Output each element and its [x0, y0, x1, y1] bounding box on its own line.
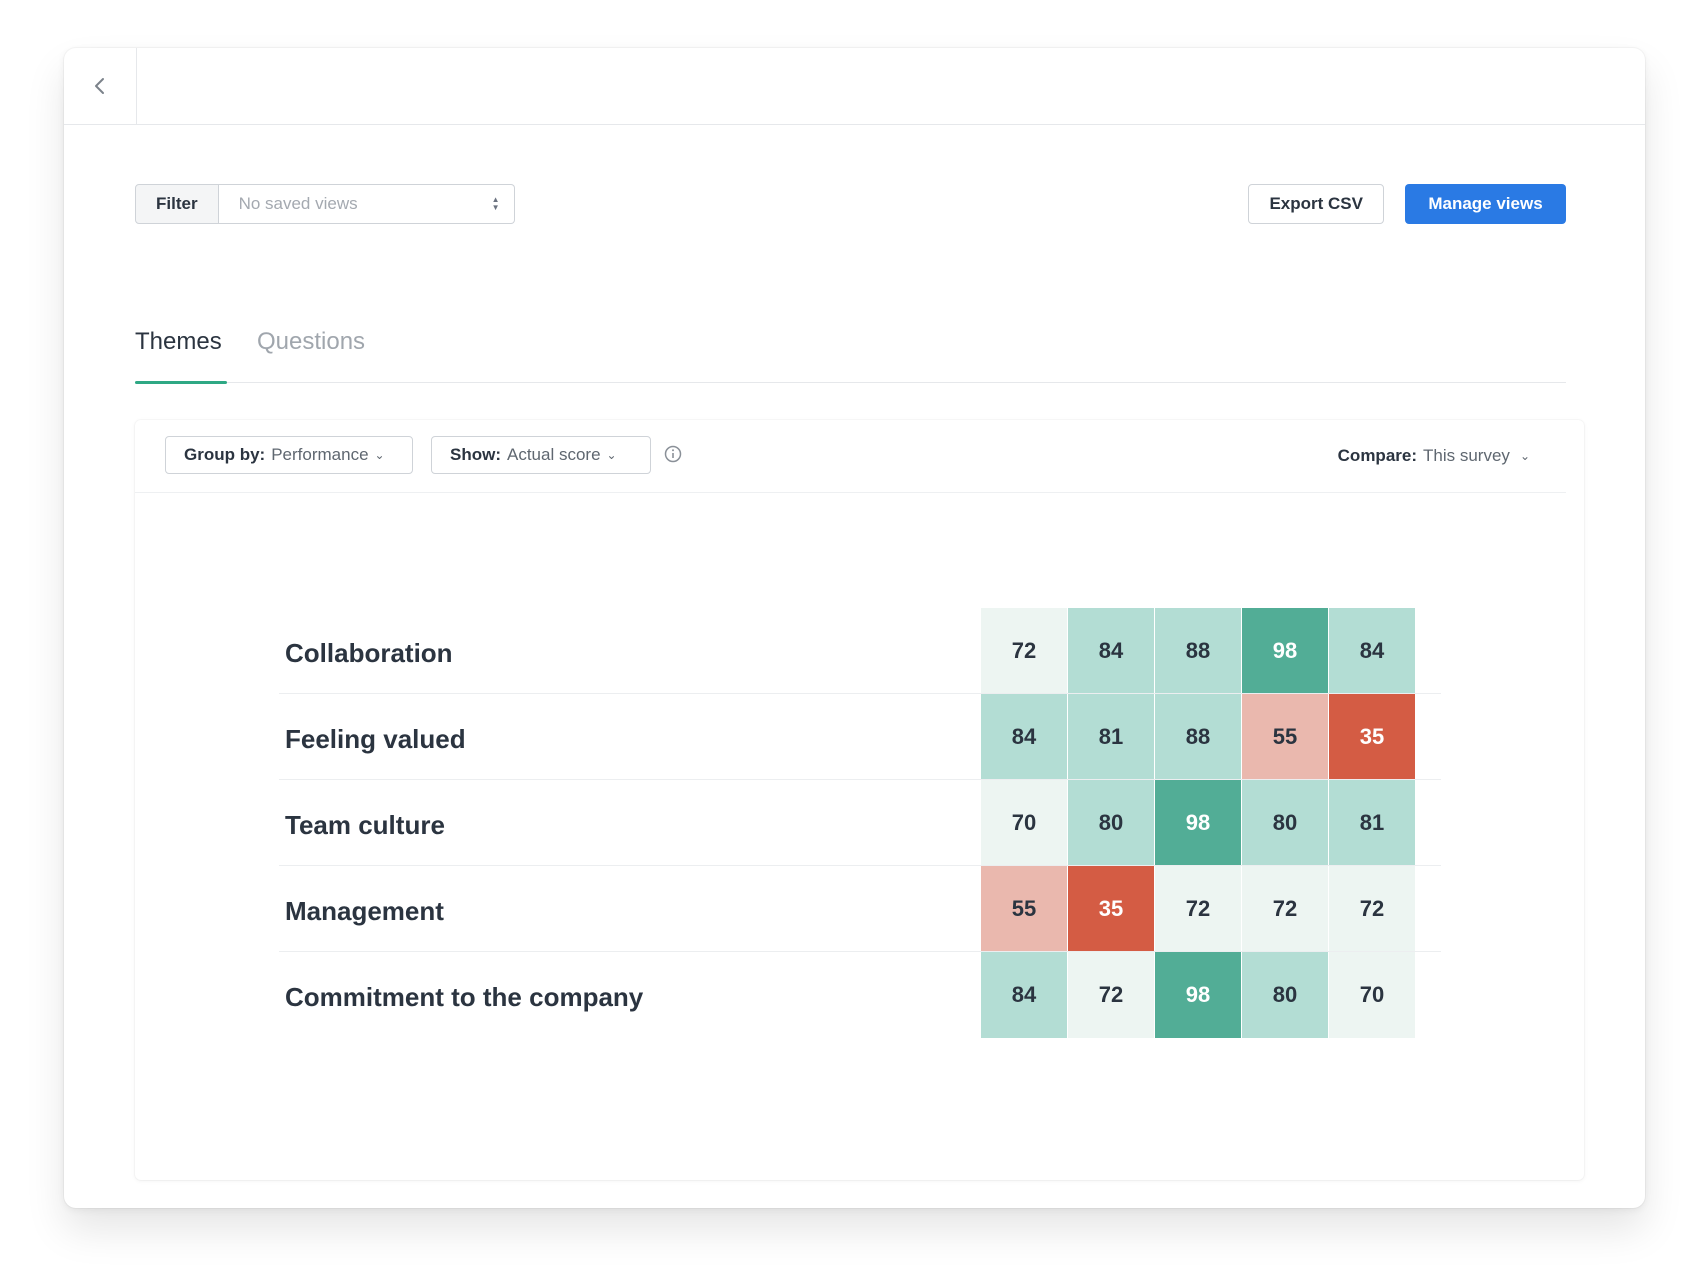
heatmap-row: Commitment to the company 84 72 98 80 70: [285, 952, 1441, 1038]
heatmap: Collaboration 72 84 88 98 84 Feeling valued 84 8…: [279, 608, 1441, 1038]
heatmap-cell[interactable]: 81: [1329, 780, 1415, 866]
heatmap-cell[interactable]: 72: [1068, 952, 1154, 1038]
heatmap-cell[interactable]: 98: [1242, 608, 1328, 694]
row-label: Team culture: [285, 810, 445, 840]
group-by-dropdown[interactable]: Group by: Performance ⌄: [165, 436, 413, 474]
row-label: Feeling valued: [285, 724, 466, 754]
tab-bar: Themes Questions: [135, 316, 1566, 384]
heatmap-cell[interactable]: 55: [981, 866, 1067, 952]
heatmap-row: Team culture 70 80 98 80 81: [279, 780, 1441, 866]
heatmap-row: Feeling valued 84 81 88 55 35: [279, 694, 1441, 780]
chevron-down-icon: ⌄: [1519, 449, 1530, 463]
chevron-down-icon: ⌄: [374, 448, 385, 462]
saved-views-select[interactable]: No saved views ▲ ▼: [218, 184, 515, 224]
heatmap-cells: 84 81 88 55 35: [981, 694, 1416, 780]
group-by-key: Group by:: [184, 445, 266, 464]
heatmap-cell[interactable]: 35: [1068, 866, 1154, 952]
heatmap-cells: 70 80 98 80 81: [981, 780, 1416, 866]
row-divider: [279, 865, 1441, 866]
tab-questions[interactable]: Questions: [257, 328, 366, 355]
heatmap-panel: Group by: Performance ⌄ Show: Actual sco…: [135, 420, 1584, 1180]
heatmap-cell[interactable]: 80: [1068, 780, 1154, 866]
heatmap-cell[interactable]: 55: [1242, 694, 1328, 780]
export-csv-button[interactable]: Export CSV: [1248, 184, 1384, 224]
active-tab-indicator: [135, 381, 227, 384]
heatmap-cell[interactable]: 72: [1329, 866, 1415, 952]
heatmap-row: Collaboration 72 84 88 98 84: [279, 608, 1441, 694]
info-icon[interactable]: [663, 444, 683, 464]
filter-group: Filter No saved views ▲ ▼: [135, 184, 515, 224]
back-button[interactable]: [64, 48, 137, 124]
heatmap-cell[interactable]: 70: [1329, 952, 1415, 1038]
panel-controls: Group by: Performance ⌄ Show: Actual sco…: [135, 420, 1566, 493]
heatmap-cell[interactable]: 72: [981, 608, 1067, 694]
row-divider: [279, 951, 1441, 952]
row-label: Collaboration: [285, 638, 453, 668]
heatmap-cell[interactable]: 84: [981, 694, 1067, 780]
show-key: Show:: [450, 445, 501, 464]
row-divider: [279, 693, 1441, 694]
saved-views-placeholder: No saved views: [238, 194, 358, 213]
heatmap-cell[interactable]: 72: [1155, 866, 1241, 952]
compare-key: Compare:: [1337, 446, 1418, 465]
row-label: Commitment to the company: [285, 982, 644, 1012]
toolbar: Filter No saved views ▲ ▼ Export CSV Mana…: [135, 184, 1566, 224]
heatmap-cell[interactable]: 88: [1155, 608, 1241, 694]
heatmap-cell[interactable]: 35: [1329, 694, 1415, 780]
heatmap-cell[interactable]: 84: [1329, 608, 1415, 694]
heatmap-cell[interactable]: 72: [1242, 866, 1328, 952]
top-bar: [64, 48, 1645, 125]
show-value: Actual score: [507, 445, 601, 464]
row-label: Management: [285, 896, 444, 926]
heatmap-cell[interactable]: 98: [1155, 952, 1241, 1038]
row-divider: [279, 779, 1441, 780]
select-arrows-icon: ▲ ▼: [491, 195, 500, 212]
heatmap-cell[interactable]: 70: [981, 780, 1067, 866]
tab-themes[interactable]: Themes: [135, 328, 222, 355]
compare-dropdown[interactable]: Compare: This survey ⌄: [1338, 446, 1530, 466]
chevron-left-icon: [95, 78, 104, 94]
heatmap-cell[interactable]: 80: [1242, 780, 1328, 866]
heatmap-cell[interactable]: 88: [1155, 694, 1241, 780]
heatmap-cells: 72 84 88 98 84: [981, 608, 1416, 694]
heatmap-cells: 55 35 72 72 72: [981, 866, 1416, 952]
manage-views-button[interactable]: Manage views: [1405, 184, 1566, 224]
heatmap-cell[interactable]: 81: [1068, 694, 1154, 780]
app-window: Filter No saved views ▲ ▼ Export CSV Mana…: [64, 48, 1645, 1208]
heatmap-cell[interactable]: 80: [1242, 952, 1328, 1038]
show-dropdown[interactable]: Show: Actual score ⌄: [431, 436, 651, 474]
filter-button[interactable]: Filter: [135, 184, 219, 224]
heatmap-cells: 84 72 98 80 70: [981, 952, 1416, 1038]
group-by-value: Performance: [271, 445, 369, 464]
heatmap-cell[interactable]: 84: [981, 952, 1067, 1038]
heatmap-row: Management 55 35 72 72 72: [279, 866, 1441, 952]
chevron-down-icon: ⌄: [606, 448, 617, 462]
heatmap-cell[interactable]: 84: [1068, 608, 1154, 694]
heatmap-cell[interactable]: 98: [1155, 780, 1241, 866]
compare-value: This survey: [1423, 446, 1510, 465]
